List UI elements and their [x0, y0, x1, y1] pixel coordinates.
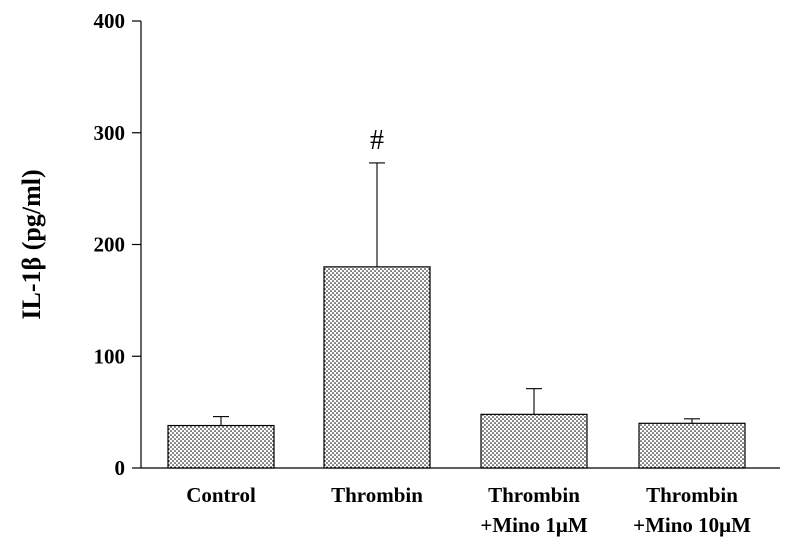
- x-tick-label: Thrombin +Mino 10μM: [633, 483, 751, 537]
- x-tick-label: Thrombin +Mino 1μM: [480, 483, 587, 537]
- x-tick-label: Thrombin: [331, 483, 423, 507]
- bars: [167, 266, 746, 469]
- bar: [167, 424, 275, 469]
- bar: [638, 422, 746, 469]
- x-tick-label-line: Thrombin: [488, 483, 580, 507]
- x-tick-label-line: Thrombin: [646, 483, 738, 507]
- y-tick-label: 200: [94, 233, 126, 257]
- y-tick-label: 0: [115, 456, 126, 480]
- error-bars: [213, 162, 700, 426]
- y-tick-label: 100: [94, 344, 126, 368]
- y-axis-label: IL-1β (pg/ml): [17, 169, 46, 319]
- x-tick-label-line: +Mino 10μM: [633, 513, 751, 537]
- bar: [323, 266, 431, 469]
- x-tick-label-line: Thrombin: [331, 483, 423, 507]
- significance-marker: #: [370, 125, 384, 156]
- annotations: #: [370, 125, 384, 156]
- x-tick-label-line: +Mino 1μM: [480, 513, 587, 537]
- x-axis: Control Thrombin Thrombin +Mino 1μMThrombin…: [141, 467, 780, 537]
- y-tick-label: 300: [94, 121, 126, 145]
- x-tick-label: Control: [186, 483, 256, 507]
- y-tick-label: 400: [94, 9, 126, 33]
- x-tick-label-line: Control: [186, 483, 256, 507]
- bar: [480, 413, 588, 469]
- y-axis: 0 100 200 300 400: [94, 9, 142, 480]
